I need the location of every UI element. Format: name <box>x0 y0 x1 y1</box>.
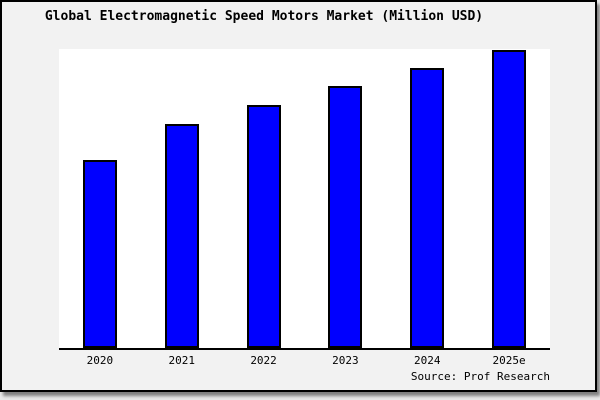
chart-figure: Global Electromagnetic Speed Motors Mark… <box>0 0 597 392</box>
bar-2024 <box>410 68 445 348</box>
bar-2025e <box>492 50 527 348</box>
bar-slot <box>59 49 141 348</box>
bar-slot <box>386 49 468 348</box>
bar-slot <box>141 49 223 348</box>
bar-2021 <box>164 124 199 348</box>
plot-area <box>59 49 550 350</box>
x-tick-label-2022: 2022 <box>250 354 277 367</box>
bar-slot <box>468 49 550 348</box>
bar-slot <box>223 49 305 348</box>
x-tick-label-2024: 2024 <box>413 354 441 367</box>
bar-slot <box>304 49 386 348</box>
source-note: Source: Prof Research <box>410 370 550 383</box>
bar-2023 <box>328 86 363 348</box>
bar-chart <box>59 49 550 348</box>
bar-2022 <box>246 105 281 348</box>
x-axis-tick-labels: 2020 2021 2022 2023 2024 2025e <box>59 354 550 367</box>
x-tick-label-2023: 2023 <box>332 354 359 367</box>
x-tick-label-2021: 2021 <box>168 354 195 367</box>
chart-title: Global Electromagnetic Speed Motors Mark… <box>44 9 484 24</box>
bar-2020 <box>82 160 117 348</box>
x-tick-label-2020: 2020 <box>86 354 114 367</box>
x-tick-label-2025e: 2025e <box>492 354 526 367</box>
